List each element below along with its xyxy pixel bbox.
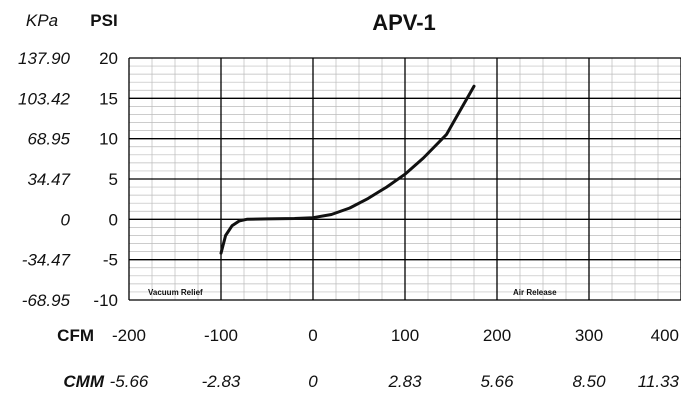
grid-major bbox=[128, 57, 681, 301]
y-tick-kpa: 137.90 bbox=[18, 49, 71, 68]
x-tick-cfm: 0 bbox=[308, 326, 317, 345]
annotation-vacuum-relief: Vacuum Relief bbox=[148, 288, 203, 297]
y-tick-kpa: 34.47 bbox=[27, 170, 70, 189]
y-tick-psi: -10 bbox=[93, 291, 118, 310]
y-tick-kpa: 103.42 bbox=[18, 89, 71, 108]
y-units-kpa: KPa bbox=[26, 11, 58, 30]
tick-labels: 20 137.90 15 103.42 10 68.95 5 34.47 0 0 -5 -34.47 -… bbox=[18, 49, 680, 391]
x-tick-cmm: -2.83 bbox=[202, 372, 241, 391]
x-tick-cfm: 200 bbox=[483, 326, 511, 345]
x-tick-cmm: -5.66 bbox=[110, 372, 149, 391]
annotation-air-release: Air Release bbox=[513, 288, 557, 297]
x-tick-cmm: 0 bbox=[308, 372, 318, 391]
x-tick-cmm: 11.33 bbox=[638, 372, 680, 391]
y-tick-kpa: -34.47 bbox=[22, 251, 71, 270]
chart-title: APV-1 bbox=[372, 10, 436, 35]
y-tick-psi: 15 bbox=[99, 89, 118, 108]
x-units-cmm: CMM bbox=[63, 372, 104, 391]
series-line-0 bbox=[219, 84, 476, 255]
x-tick-cfm: 400 bbox=[651, 326, 679, 345]
series-layer bbox=[219, 84, 476, 255]
y-tick-kpa: -68.95 bbox=[22, 291, 71, 310]
x-tick-cmm: 5.66 bbox=[480, 372, 514, 391]
y-tick-psi: 20 bbox=[99, 49, 118, 68]
y-tick-psi: 5 bbox=[109, 170, 118, 189]
x-tick-cfm: 100 bbox=[391, 326, 419, 345]
x-tick-cmm: 2.83 bbox=[387, 372, 422, 391]
x-tick-cfm: -200 bbox=[112, 326, 146, 345]
y-tick-psi: -5 bbox=[103, 251, 118, 270]
x-tick-cfm: 300 bbox=[575, 326, 603, 345]
y-tick-psi: 0 bbox=[109, 210, 118, 229]
y-tick-kpa: 0 bbox=[61, 210, 71, 229]
x-tick-cfm: -100 bbox=[204, 326, 238, 345]
y-tick-kpa: 68.95 bbox=[27, 130, 70, 149]
x-units-cfm: CFM bbox=[57, 326, 94, 345]
x-tick-cmm: 8.50 bbox=[572, 372, 606, 391]
y-tick-psi: 10 bbox=[99, 130, 118, 149]
y-units-psi: PSI bbox=[90, 11, 117, 30]
